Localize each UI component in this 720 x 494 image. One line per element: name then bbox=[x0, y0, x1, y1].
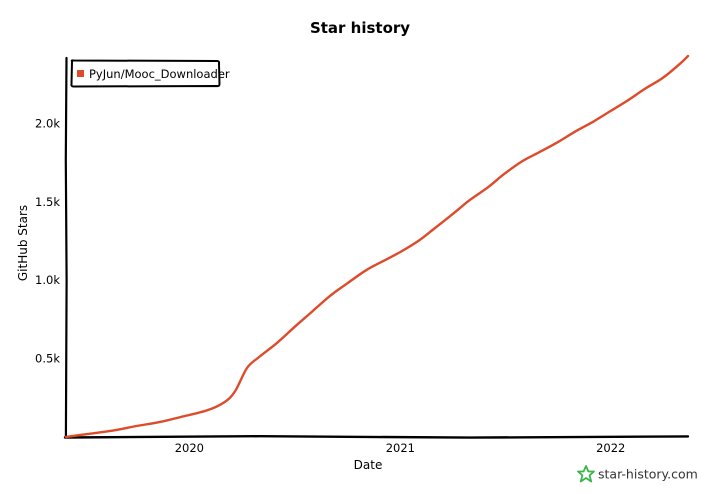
x-tick-label: 2020 bbox=[175, 441, 204, 455]
y-tick-label: 0.5k bbox=[35, 352, 60, 366]
y-tick-label: 1.5k bbox=[35, 195, 60, 209]
legend-box bbox=[70, 59, 221, 88]
y-tick-label: 2.0k bbox=[35, 116, 60, 130]
star-icon bbox=[577, 465, 595, 483]
watermark: star-history.com bbox=[577, 465, 698, 483]
y-axis-ticks: 0.5k 1.0k 1.5k 2.0k bbox=[35, 116, 60, 365]
legend-swatch bbox=[77, 70, 84, 77]
x-axis-label: Date bbox=[354, 458, 383, 472]
legend: PyJun/Mooc_Downloader bbox=[70, 59, 230, 88]
y-axis-line bbox=[64, 56, 68, 439]
x-axis-line bbox=[63, 434, 690, 439]
x-tick-label: 2022 bbox=[596, 441, 625, 455]
x-axis-ticks: 2020 2021 2022 bbox=[175, 441, 626, 455]
series-line bbox=[64, 54, 690, 439]
chart-title: Star history bbox=[310, 19, 410, 37]
legend-label: PyJun/Mooc_Downloader bbox=[89, 67, 230, 81]
y-axis-label: GitHub Stars bbox=[16, 205, 30, 281]
y-tick-label: 1.0k bbox=[35, 273, 60, 287]
watermark-text: star-history.com bbox=[598, 467, 698, 482]
x-tick-label: 2021 bbox=[386, 441, 415, 455]
